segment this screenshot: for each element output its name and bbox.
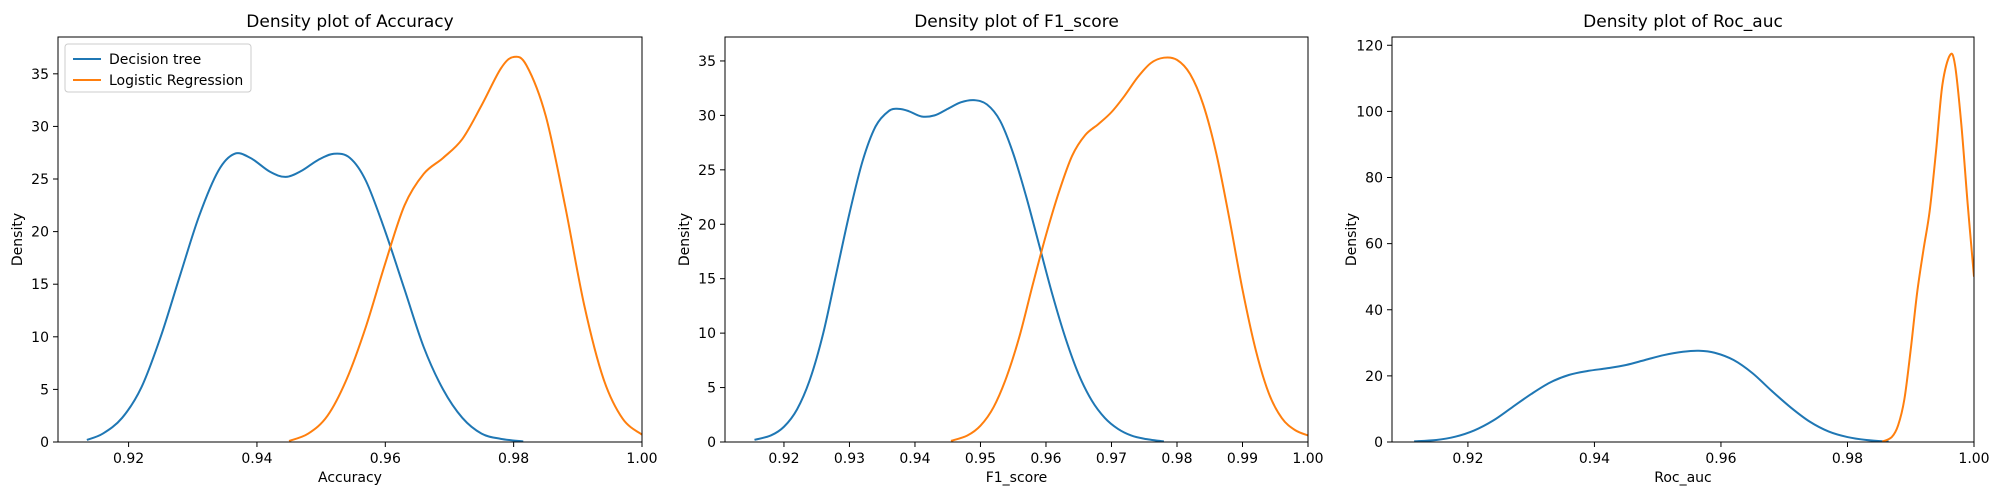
y-tick-label: 0 xyxy=(40,435,49,451)
y-axis-label: Density xyxy=(1344,213,1360,266)
x-tick-label: 0.94 xyxy=(899,451,930,467)
y-tick-label: 80 xyxy=(1365,171,1383,187)
y-tick-label: 10 xyxy=(31,330,49,346)
chart-panel-3: 0.92 0.94 0.96 0.98 1.00 0 20 40 60 80 100 120 Densi… xyxy=(1344,12,1990,486)
y-tick-label: 15 xyxy=(31,277,49,293)
y-tick-label: 100 xyxy=(1356,104,1383,120)
chart-title: Density plot of F1_score xyxy=(914,12,1119,32)
legend-box xyxy=(64,43,252,93)
y-tick-label: 5 xyxy=(40,382,49,398)
chart-title: Density plot of Accuracy xyxy=(246,12,453,32)
x-axis-label: Accuracy xyxy=(318,470,382,486)
axes-frame xyxy=(1391,36,1975,443)
legend-entry: Decision tree xyxy=(109,52,201,68)
chart-panel-2: 0.92 0.93 0.94 0.95 0.96 0.97 0.98 0.99 1.00 0 5 10… xyxy=(677,12,1324,486)
series-line-decision-tree xyxy=(754,99,1165,442)
x-tick-label: 0.98 xyxy=(498,451,529,467)
x-tick-label: 1.00 xyxy=(1292,451,1323,467)
axes-frame xyxy=(57,36,643,443)
x-axis-label: Roc_auc xyxy=(1654,470,1712,486)
y-tick-label: 20 xyxy=(1365,369,1383,385)
y-axis-label: Density xyxy=(10,213,26,266)
y-tick-label: 0 xyxy=(707,435,716,451)
x-tick-label: 0.98 xyxy=(1161,451,1192,467)
y-tick-label: 120 xyxy=(1356,38,1383,54)
x-tick-label: 1.00 xyxy=(626,451,657,467)
x-tick-label: 0.97 xyxy=(1096,451,1127,467)
x-tick-label: 0.94 xyxy=(1579,451,1610,467)
y-tick-label: 10 xyxy=(698,326,716,342)
y-tick-label: 20 xyxy=(31,225,49,241)
series-line-logistic-regression xyxy=(1881,52,1974,442)
y-tick-label: 30 xyxy=(31,119,49,135)
series-line-logistic-regression xyxy=(288,55,642,442)
x-tick-label: 0.99 xyxy=(1227,451,1258,467)
y-tick-label: 0 xyxy=(1374,435,1383,451)
series-line-decision-tree xyxy=(1414,349,1889,442)
y-tick-label: 20 xyxy=(698,217,716,233)
x-tick-label: 0.96 xyxy=(1030,451,1061,467)
legend: Decision tree Logistic Regression xyxy=(64,43,252,93)
x-tick-label: 0.92 xyxy=(1452,451,1483,467)
chart-title: Density plot of Roc_auc xyxy=(1583,12,1783,32)
x-tick-label: 0.98 xyxy=(1832,451,1863,467)
x-tick-label: 0.96 xyxy=(370,451,401,467)
x-tick-label: 0.94 xyxy=(241,451,272,467)
x-tick-label: 1.00 xyxy=(1958,451,1989,467)
y-tick-label: 40 xyxy=(1365,303,1383,319)
y-tick-label: 60 xyxy=(1365,237,1383,253)
x-tick-label: 0.92 xyxy=(113,451,144,467)
y-tick-label: 35 xyxy=(698,54,716,70)
series-line-decision-tree xyxy=(86,152,524,442)
series-group xyxy=(754,56,1308,442)
series-group xyxy=(1414,52,1974,442)
x-axis-label: F1_score xyxy=(986,470,1048,486)
x-tick-label: 0.96 xyxy=(1705,451,1736,467)
y-tick-label: 30 xyxy=(698,108,716,124)
axes-frame xyxy=(724,36,1309,443)
y-tick-label: 25 xyxy=(31,172,49,188)
legend-entry: Logistic Regression xyxy=(109,73,243,89)
y-tick-label: 35 xyxy=(31,67,49,83)
y-tick-label: 5 xyxy=(707,381,716,397)
x-tick-label: 0.95 xyxy=(965,451,996,467)
chart-panel-1: 0.92 0.94 0.96 0.98 1.00 0 5 10 15 20 25 30 35 Densit… xyxy=(10,12,658,486)
y-axis-label: Density xyxy=(677,213,693,266)
series-line-logistic-regression xyxy=(950,56,1308,442)
x-tick-label: 0.93 xyxy=(834,451,865,467)
series-group xyxy=(86,55,642,442)
y-tick-label: 25 xyxy=(698,163,716,179)
x-tick-label: 0.92 xyxy=(768,451,799,467)
y-tick-label: 15 xyxy=(698,272,716,288)
